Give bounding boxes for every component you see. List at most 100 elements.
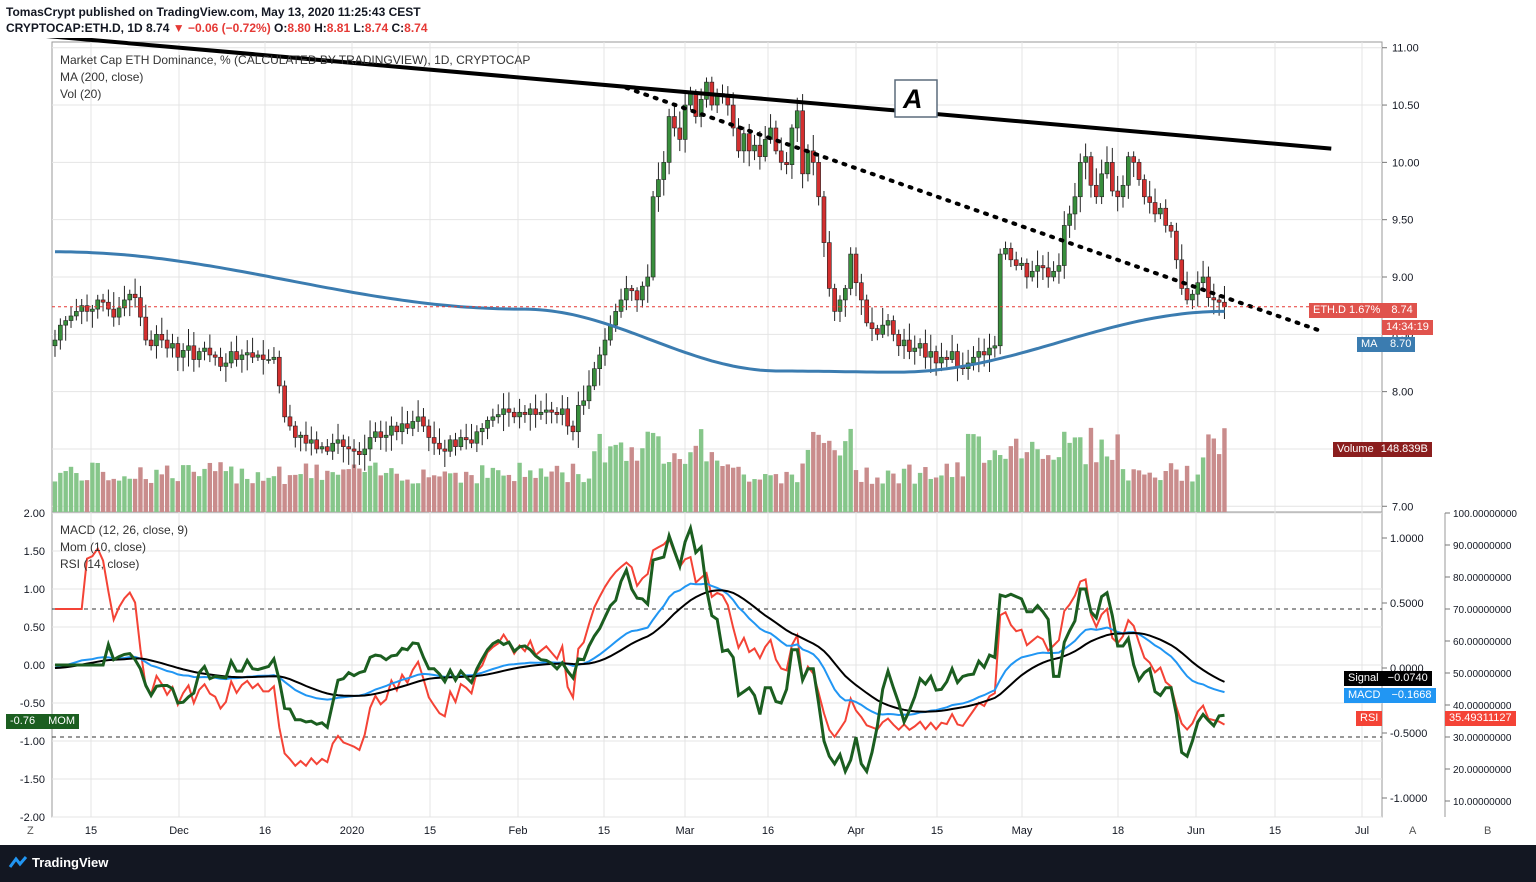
volume-bar <box>1030 441 1035 512</box>
volume-bar <box>1206 434 1211 512</box>
eth-tag-value: 8.74 <box>1391 304 1413 316</box>
left-osc-axis: 2.00 1.50 1.00 0.50 0.00 -0.50 -1.00 -1.50 -2.00 <box>20 508 45 824</box>
signal-tag-value: −0.0740 <box>1387 672 1428 684</box>
candle-body <box>698 99 704 117</box>
symbol-label: CRYPTOCAP:ETH.D, 1D <box>6 21 143 35</box>
candle-body <box>250 352 255 358</box>
volume-bar <box>1003 458 1008 512</box>
candle-body <box>848 253 853 289</box>
volume-bar <box>586 478 592 512</box>
candle-body <box>554 411 560 415</box>
candle-body <box>944 356 950 360</box>
candle-body <box>362 448 368 455</box>
volume-bar <box>976 436 982 512</box>
zoom-button[interactable]: Z <box>27 825 34 837</box>
volume-bar <box>196 476 202 512</box>
volume-bar <box>811 431 816 512</box>
volume-bar <box>271 476 277 512</box>
volume-bar <box>378 475 383 512</box>
rsi-tick-label: 20.00000000 <box>1453 765 1512 776</box>
macd-tag: MACD −0.1668 <box>1344 688 1436 703</box>
tradingview-logo[interactable]: TradingView <box>8 855 108 870</box>
volume-bar <box>1078 437 1083 512</box>
chart-canvas[interactable]: A 11.0010.5010.009.509.008.508.007.507.0… <box>0 38 1536 845</box>
annotation-box[interactable] <box>894 79 938 118</box>
volume-bar <box>837 455 843 512</box>
volume-bar <box>528 470 533 512</box>
volume-bar <box>1046 455 1051 512</box>
candle-body <box>116 307 122 318</box>
candle-body <box>869 322 875 329</box>
candle-body <box>431 437 437 444</box>
volume-bar <box>933 477 939 512</box>
candle-body <box>789 127 795 165</box>
volume-bar <box>917 472 923 512</box>
candle-body <box>976 351 982 358</box>
rsi-tick-label: 100.00000000 <box>1453 509 1517 520</box>
mom-tag: -0.76 MOM <box>6 714 80 729</box>
volume-bar <box>127 478 132 512</box>
rsi-line <box>55 536 1225 768</box>
rsi-tag-name: RSI <box>1356 711 1383 726</box>
rsi-axis: 100.00000000 90.00000000 80.00000000 70.000… <box>1445 509 1517 808</box>
volume-bar <box>245 478 250 512</box>
candle-body <box>912 347 918 352</box>
volume-bar <box>394 473 399 512</box>
candle-body <box>111 308 117 318</box>
time-tick-label: Jul <box>1355 825 1369 837</box>
candle-body <box>207 347 213 356</box>
candle-body <box>634 290 640 301</box>
candle-body <box>559 408 565 415</box>
candle-body <box>1136 162 1142 180</box>
candle-body <box>463 437 469 441</box>
volume-bar <box>832 450 837 512</box>
scale-b-button[interactable]: B <box>1484 825 1491 837</box>
volume-bar <box>458 482 464 512</box>
volume-bar <box>971 434 976 512</box>
volume-bar <box>357 468 362 512</box>
volume-bar <box>608 446 613 512</box>
volume-bar <box>431 475 437 512</box>
candle-body <box>138 297 143 318</box>
candle-body <box>1120 184 1126 198</box>
candle-body <box>656 179 661 198</box>
volume-bar <box>538 468 544 512</box>
publisher-text: TomasCrypt published on TradingView.com,… <box>6 5 421 19</box>
volume-bar <box>725 464 731 512</box>
osc-tick-label: 1.50 <box>24 546 45 558</box>
volume-bar <box>1222 428 1227 512</box>
volume-bar <box>437 476 442 512</box>
macd-legend: MACD (12, 26, close, 9) <box>60 523 188 537</box>
candle-body <box>757 144 763 157</box>
resistance-line[interactable] <box>23 38 1332 151</box>
candle-body <box>955 351 960 367</box>
candle-body <box>704 81 709 100</box>
candle-body <box>837 299 843 312</box>
price-tick-label: 7.00 <box>1392 501 1413 513</box>
candle-body <box>244 352 250 356</box>
dotted-trendline[interactable] <box>624 85 1323 333</box>
volume-bar <box>1062 431 1067 512</box>
volume-bar <box>1142 474 1147 512</box>
volume-bar <box>1168 463 1174 512</box>
candle-body <box>373 431 378 438</box>
candle-body <box>570 425 576 433</box>
macd-tag-value: −0.1668 <box>1391 689 1432 701</box>
candle-body <box>576 405 581 433</box>
volume-bar <box>421 469 426 512</box>
candle-body <box>58 324 63 341</box>
volume-bar <box>747 481 752 512</box>
osc-tick-label: -1.00 <box>20 736 45 748</box>
price-tick-label: 8.00 <box>1392 387 1413 399</box>
volume-bar <box>624 460 629 512</box>
volume-bar <box>341 469 346 512</box>
volume-bar <box>1131 469 1136 512</box>
volume-bars <box>52 427 1227 512</box>
scale-a-button[interactable]: A <box>1409 825 1417 837</box>
candle-body <box>1035 265 1040 272</box>
candle-body <box>234 351 239 360</box>
volume-bar <box>650 432 656 512</box>
candle-body <box>399 423 405 433</box>
signal-tag-name: Signal <box>1348 672 1379 684</box>
candle-body <box>1104 162 1110 175</box>
